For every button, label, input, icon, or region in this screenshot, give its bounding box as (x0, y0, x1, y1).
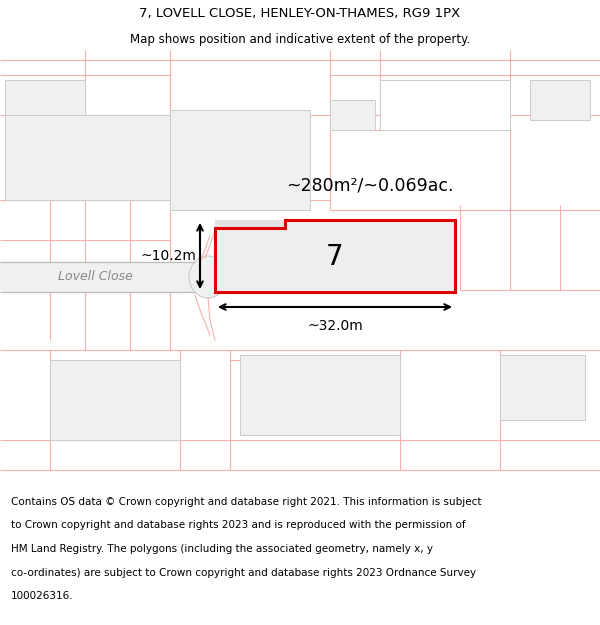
Text: co-ordinates) are subject to Crown copyright and database rights 2023 Ordnance S: co-ordinates) are subject to Crown copyr… (11, 568, 476, 578)
Text: HM Land Registry. The polygons (including the associated geometry, namely x, y: HM Land Registry. The polygons (includin… (11, 544, 433, 554)
Text: ~32.0m: ~32.0m (307, 319, 363, 333)
Bar (50, 360, 180, 440)
Bar (380, 80, 510, 130)
Text: Contains OS data © Crown copyright and database right 2021. This information is : Contains OS data © Crown copyright and d… (11, 497, 481, 507)
Text: 100026316.: 100026316. (11, 591, 73, 601)
Polygon shape (215, 220, 455, 292)
Bar (170, 110, 310, 210)
Text: ~280m²/~0.069ac.: ~280m²/~0.069ac. (286, 176, 454, 194)
Text: ~10.2m: ~10.2m (140, 249, 196, 263)
Text: Lovell Close: Lovell Close (58, 271, 133, 284)
Text: 7: 7 (326, 243, 344, 271)
Bar (330, 100, 375, 130)
Bar (5, 80, 85, 115)
Bar (240, 355, 400, 435)
Bar (500, 355, 585, 420)
Bar (215, 220, 455, 292)
Bar (530, 80, 590, 120)
Bar (5, 115, 170, 200)
Text: to Crown copyright and database rights 2023 and is reproduced with the permissio: to Crown copyright and database rights 2… (11, 521, 466, 531)
Ellipse shape (189, 256, 227, 298)
Text: 7, LOVELL CLOSE, HENLEY-ON-THAMES, RG9 1PX: 7, LOVELL CLOSE, HENLEY-ON-THAMES, RG9 1… (139, 8, 461, 21)
Text: Map shows position and indicative extent of the property.: Map shows position and indicative extent… (130, 32, 470, 46)
Bar (0, 262, 215, 292)
